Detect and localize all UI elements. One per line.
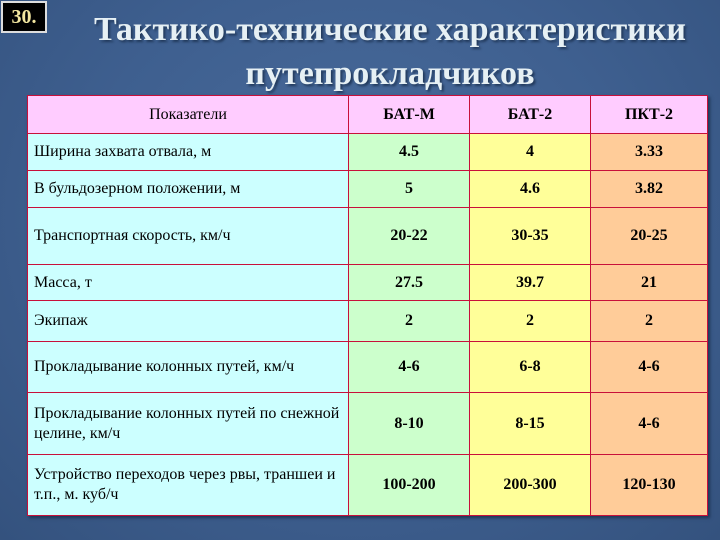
bat-2-cell: 39.7 <box>469 264 591 301</box>
bat-2-cell: 200-300 <box>469 454 591 516</box>
pkt-2-cell: 120-130 <box>590 454 708 516</box>
bat-m-cell: 4.5 <box>348 133 470 171</box>
bat-2-cell: 4.6 <box>469 170 591 208</box>
pkt-2-cell: 4-6 <box>590 341 708 393</box>
bat-m-cell: 4-6 <box>348 341 470 393</box>
parameter-cell: Транспортная скорость, км/ч <box>27 207 349 265</box>
parameter-cell: Прокладывание колонных путей по снежной … <box>27 392 349 455</box>
pkt-2-cell: 4-6 <box>590 392 708 455</box>
bat-m-cell: 2 <box>348 300 470 342</box>
table-row: Прокладывание колонных путей, км/ч 4-6 6-8… <box>27 341 708 393</box>
table-row: Устройство переходов через рвы, траншеи … <box>27 454 708 516</box>
bat-m-cell: 20-22 <box>348 207 470 265</box>
specs-table: Показатели БАТ-М БАТ-2 ПКТ-2 Ширина захв… <box>27 95 708 516</box>
table-row: Масса, т 27.5 39.7 21 <box>27 264 708 301</box>
slide-number: 30. <box>1 1 47 33</box>
table-header-row: Показатели БАТ-М БАТ-2 ПКТ-2 <box>27 95 708 134</box>
pkt-2-cell: 20-25 <box>590 207 708 265</box>
bat-m-cell: 100-200 <box>348 454 470 516</box>
table-row: Прокладывание колонных путей по снежной … <box>27 392 708 455</box>
parameter-cell: В бульдозерном положении, м <box>27 170 349 208</box>
header-bat-m: БАТ-М <box>348 95 470 134</box>
bat-m-cell: 27.5 <box>348 264 470 301</box>
title-line-1: Тактико-технические характеристики <box>94 11 686 48</box>
parameter-cell: Устройство переходов через рвы, траншеи … <box>27 454 349 516</box>
bat-m-cell: 8-10 <box>348 392 470 455</box>
bat-2-cell: 2 <box>469 300 591 342</box>
pkt-2-cell: 2 <box>590 300 708 342</box>
table-row: В бульдозерном положении, м 5 4.6 3.82 <box>27 170 708 208</box>
header-bat-2: БАТ-2 <box>469 95 591 134</box>
bat-2-cell: 8-15 <box>469 392 591 455</box>
pkt-2-cell: 3.82 <box>590 170 708 208</box>
bat-2-cell: 4 <box>469 133 591 171</box>
pkt-2-cell: 3.33 <box>590 133 708 171</box>
bat-m-cell: 5 <box>348 170 470 208</box>
bat-2-cell: 6-8 <box>469 341 591 393</box>
bat-2-cell: 30-35 <box>469 207 591 265</box>
header-pkt-2: ПКТ-2 <box>590 95 708 134</box>
pkt-2-cell: 21 <box>590 264 708 301</box>
slide-title: Тактико-технические характеристики путеп… <box>60 8 720 96</box>
table-row: Ширина захвата отвала, м 4.5 4 3.33 <box>27 133 708 171</box>
parameter-cell: Экипаж <box>27 300 349 342</box>
table-row: Транспортная скорость, км/ч 20-22 30-35 20-… <box>27 207 708 265</box>
parameter-cell: Ширина захвата отвала, м <box>27 133 349 171</box>
parameter-cell: Прокладывание колонных путей, км/ч <box>27 341 349 393</box>
header-parameters: Показатели <box>27 95 349 134</box>
parameter-cell: Масса, т <box>27 264 349 301</box>
title-line-2: путепрокладчиков <box>245 55 535 92</box>
table-row: Экипаж 2 2 2 <box>27 300 708 342</box>
